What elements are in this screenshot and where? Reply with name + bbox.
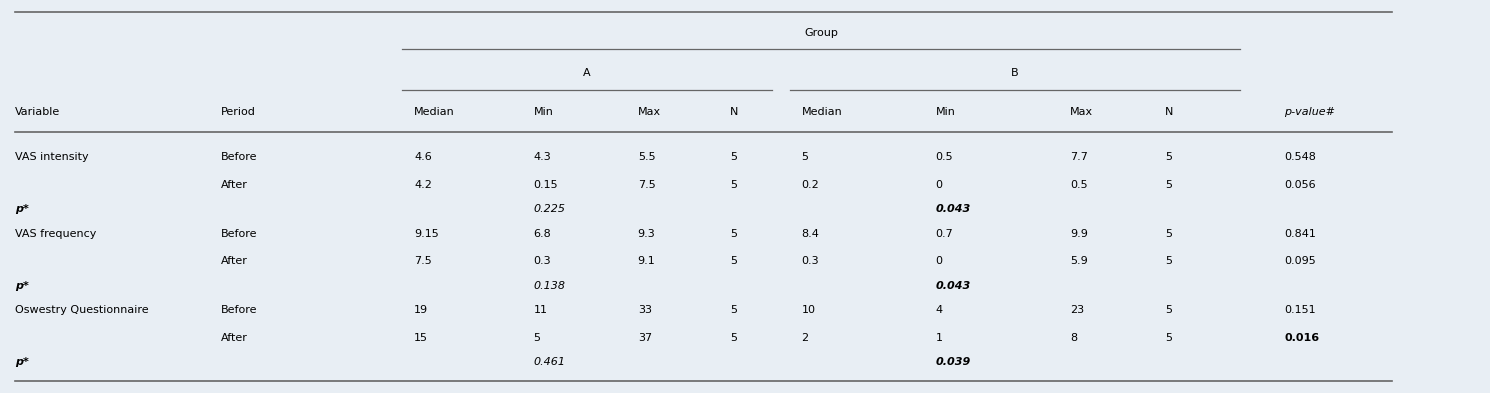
Text: 0.151: 0.151 [1284,305,1316,316]
Text: A: A [583,68,592,78]
Text: 0.043: 0.043 [936,204,971,214]
Text: 5: 5 [730,333,738,343]
Text: 19: 19 [414,305,428,316]
Text: 0.548: 0.548 [1284,152,1316,162]
Text: Min: Min [936,107,955,117]
Text: After: After [221,333,247,343]
Text: Median: Median [414,107,454,117]
Text: 5: 5 [1165,229,1173,239]
Text: 9.3: 9.3 [638,229,656,239]
Text: 0: 0 [936,256,943,266]
Text: 10: 10 [802,305,815,316]
Text: After: After [221,256,247,266]
Text: 23: 23 [1070,305,1083,316]
Text: Group: Group [805,28,837,39]
Text: Before: Before [221,229,256,239]
Text: 0.5: 0.5 [936,152,954,162]
Text: 5: 5 [730,152,738,162]
Text: Max: Max [1070,107,1094,117]
Text: 5: 5 [1165,305,1173,316]
Text: 8: 8 [1070,333,1077,343]
Text: Max: Max [638,107,662,117]
Text: 8.4: 8.4 [802,229,820,239]
Text: N: N [730,107,739,117]
Text: 5: 5 [730,305,738,316]
Text: 5: 5 [730,229,738,239]
Text: 9.1: 9.1 [638,256,656,266]
Text: 11: 11 [533,305,547,316]
Text: B: B [1010,68,1019,78]
Text: 0.039: 0.039 [936,357,971,367]
Text: 0.138: 0.138 [533,281,565,291]
Text: 0.2: 0.2 [802,180,820,190]
Text: 5: 5 [1165,152,1173,162]
Text: Before: Before [221,305,256,316]
Text: 0.056: 0.056 [1284,180,1316,190]
Text: 0.043: 0.043 [936,281,971,291]
Text: 15: 15 [414,333,428,343]
Text: 7.7: 7.7 [1070,152,1088,162]
Text: p-value#: p-value# [1284,107,1335,117]
Text: 0.461: 0.461 [533,357,565,367]
Text: 0.225: 0.225 [533,204,565,214]
Text: 5: 5 [1165,180,1173,190]
Text: Min: Min [533,107,553,117]
Text: 0.7: 0.7 [936,229,954,239]
Text: 0.3: 0.3 [533,256,551,266]
Text: Period: Period [221,107,255,117]
Text: 37: 37 [638,333,651,343]
Text: 4: 4 [936,305,943,316]
Text: 6.8: 6.8 [533,229,551,239]
Text: 4.6: 4.6 [414,152,432,162]
Text: 5: 5 [1165,333,1173,343]
Text: 7.5: 7.5 [414,256,432,266]
Text: 0.15: 0.15 [533,180,559,190]
Text: 7.5: 7.5 [638,180,656,190]
Text: 1: 1 [936,333,943,343]
Text: 5: 5 [802,152,809,162]
Text: 5: 5 [730,180,738,190]
Text: 5: 5 [533,333,541,343]
Text: 0.5: 0.5 [1070,180,1088,190]
Text: 5.9: 5.9 [1070,256,1088,266]
Text: VAS intensity: VAS intensity [15,152,88,162]
Text: 5.5: 5.5 [638,152,656,162]
Text: After: After [221,180,247,190]
Text: Median: Median [802,107,842,117]
Text: p*: p* [15,281,28,291]
Text: 2: 2 [802,333,809,343]
Text: p*: p* [15,204,28,214]
Text: 0.841: 0.841 [1284,229,1316,239]
Text: Oswestry Questionnaire: Oswestry Questionnaire [15,305,149,316]
Text: 0.016: 0.016 [1284,333,1320,343]
Text: 0.3: 0.3 [802,256,820,266]
Text: 9.15: 9.15 [414,229,440,239]
Text: 4.3: 4.3 [533,152,551,162]
Text: 5: 5 [730,256,738,266]
Text: VAS frequency: VAS frequency [15,229,97,239]
Text: Before: Before [221,152,256,162]
Text: N: N [1165,107,1174,117]
Text: 4.2: 4.2 [414,180,432,190]
Text: 0.095: 0.095 [1284,256,1316,266]
Text: 0: 0 [936,180,943,190]
Text: 33: 33 [638,305,651,316]
Text: 5: 5 [1165,256,1173,266]
Text: Variable: Variable [15,107,60,117]
Text: 9.9: 9.9 [1070,229,1088,239]
Text: p*: p* [15,357,28,367]
